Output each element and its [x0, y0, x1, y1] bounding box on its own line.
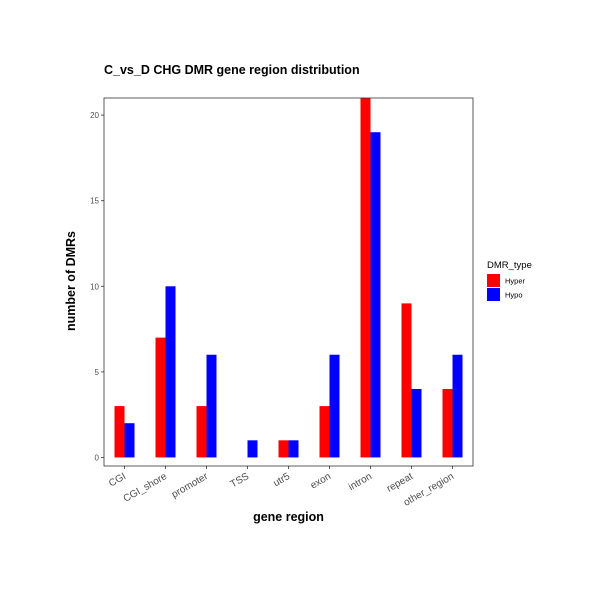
bar-hyper-repeat [401, 303, 412, 458]
bar-hypo-promoter [206, 354, 217, 458]
bar-hyper-exon [319, 406, 330, 458]
legend-swatch-hypo [487, 288, 500, 301]
y-tick-label: 0 [95, 453, 100, 462]
bar-hypo-intron [370, 132, 381, 458]
bar-hypo-cgi [124, 423, 135, 458]
y-tick-label: 10 [90, 282, 99, 291]
legend-swatch-hyper [487, 274, 500, 287]
bar-hypo-tss [247, 440, 258, 458]
bar-hypo-cgi-shore [165, 286, 176, 458]
legend-title: DMR_type [487, 260, 532, 271]
y-axis-title: number of DMRs [64, 231, 78, 331]
legend-label-hypo: Hypo [505, 291, 523, 300]
chart-title: C_vs_D CHG DMR gene region distribution [104, 63, 360, 77]
x-axis-title: gene region [253, 510, 324, 524]
y-tick-label: 5 [95, 368, 100, 377]
bar-hyper-cgi [114, 406, 125, 458]
bar-hyper-promoter [196, 406, 207, 458]
y-tick-label: 15 [90, 197, 99, 206]
y-axis: 0 5 10 15 20 [90, 111, 104, 462]
bar-hypo-repeat [411, 388, 422, 458]
y-tick-label: 20 [90, 111, 99, 120]
legend-label-hyper: Hyper [505, 277, 526, 286]
bar-hypo-exon [329, 354, 340, 458]
bar-hyper-cgi-shore [155, 337, 166, 458]
bar-hyper-other-region [442, 388, 453, 458]
bar-hypo-other-region [452, 354, 463, 458]
bar-hyper-intron [360, 98, 371, 458]
legend: DMR_type Hyper Hypo [487, 260, 532, 301]
bars-group [114, 98, 463, 458]
bar-hyper-utr5 [278, 440, 289, 458]
bar-hypo-utr5 [288, 440, 299, 458]
